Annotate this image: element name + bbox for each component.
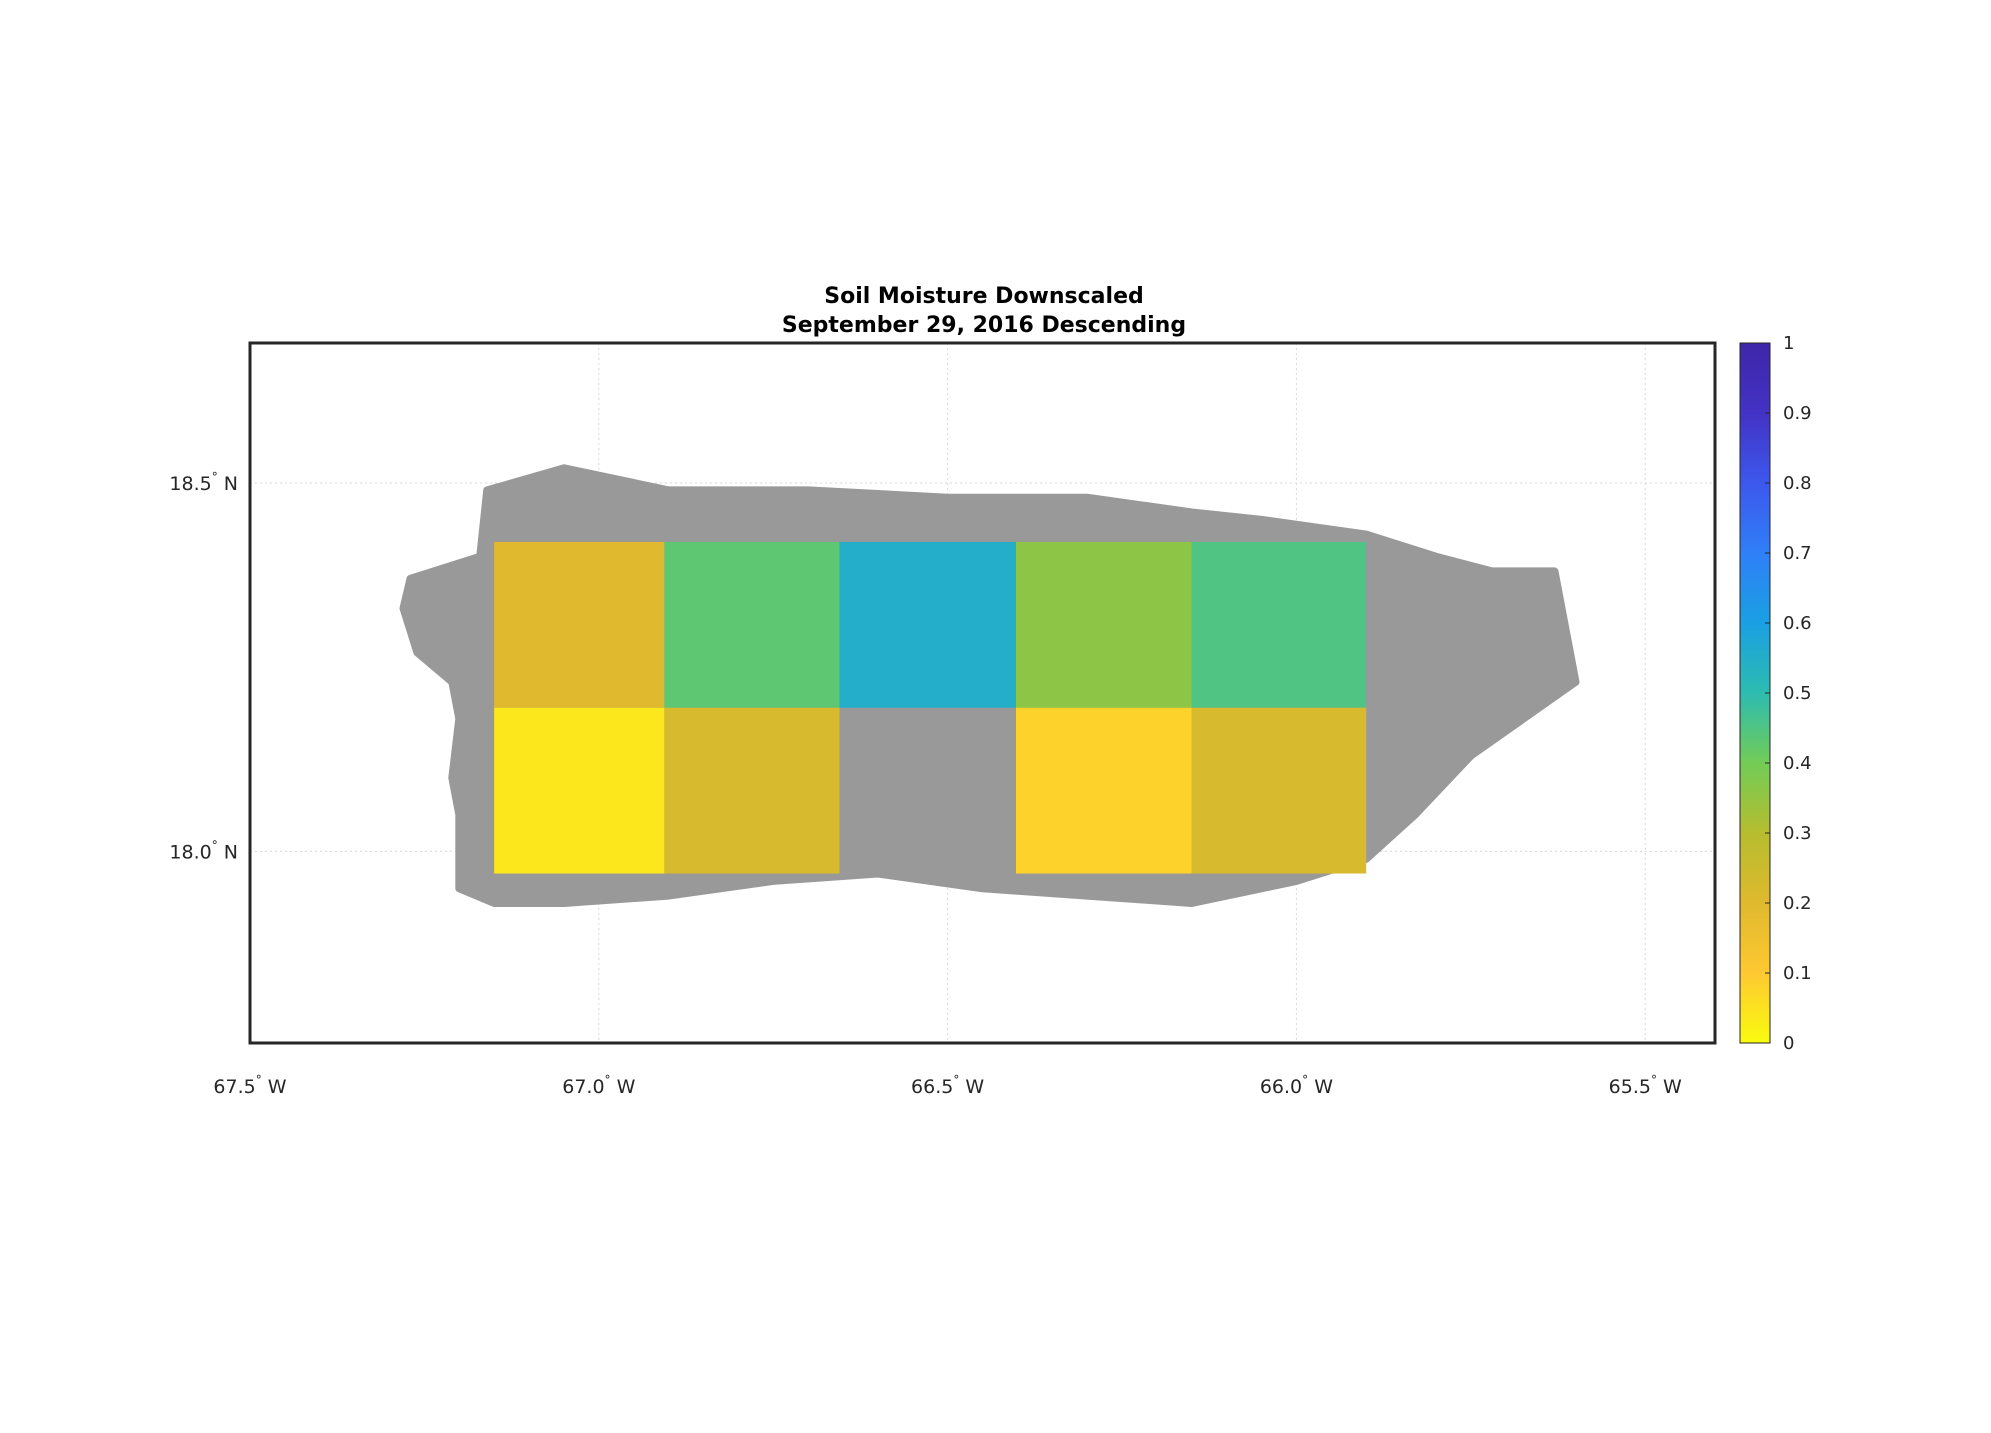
map-axes: 67.5° W 67.0° W 66.5° W 66.0° W 65.5° W 18.5…	[169, 341, 1717, 1098]
map-frame	[248, 341, 1717, 1045]
colorbar-tick-label: 0.4	[1783, 753, 1812, 774]
longitude-tick-label: 65.5° W	[1609, 1073, 1682, 1098]
soil-moisture-tile	[1015, 541, 1192, 708]
figure-title-line2: September 29, 2016 Descending	[782, 313, 1186, 338]
colorbar-tick-label: 0.6	[1783, 613, 1812, 634]
longitude-tick-label: 66.0° W	[1260, 1073, 1333, 1098]
longitude-tick-label: 66.5° W	[911, 1073, 984, 1098]
colorbar: 0 0.1 0.2 0.3 0.4 0.5 0.6 0.7 0.8 0.9 1	[1739, 333, 1812, 1054]
soil-moisture-tile	[1191, 707, 1367, 874]
colorbar-tick-label: 0.5	[1783, 683, 1812, 704]
colorbar-tick-label: 0.1	[1783, 963, 1812, 984]
latitude-tick-label: 18.0° N	[169, 838, 238, 863]
soil-moisture-tile	[664, 541, 840, 708]
longitude-tick-label: 67.0° W	[562, 1073, 635, 1098]
soil-moisture-tile	[1015, 707, 1192, 874]
colorbar-tick-label: 0	[1783, 1033, 1794, 1054]
colorbar-ticks: 0 0.1 0.2 0.3 0.4 0.5 0.6 0.7 0.8 0.9 1	[1765, 333, 1812, 1054]
soil-moisture-tiles	[494, 541, 1367, 874]
longitude-tick-labels: 67.5° W 67.0° W 66.5° W 66.0° W 65.5° W	[213, 1073, 1682, 1098]
latitude-tick-labels: 18.5° N 18.0° N	[169, 470, 238, 863]
soil-moisture-tile	[494, 541, 665, 708]
soil-moisture-tile	[494, 707, 665, 874]
soil-moisture-tile	[664, 707, 840, 874]
colorbar-tick-label: 0.2	[1783, 893, 1812, 914]
colorbar-tick-label: 0.9	[1783, 403, 1812, 424]
soil-moisture-tile	[1191, 541, 1367, 708]
colorbar-tick-label: 0.3	[1783, 823, 1812, 844]
soil-moisture-tile	[839, 541, 1016, 708]
longitude-tick-label: 67.5° W	[213, 1073, 286, 1098]
colorbar-tick-label: 0.7	[1783, 543, 1812, 564]
latitude-tick-label: 18.5° N	[169, 470, 238, 495]
colorbar-tick-label: 0.8	[1783, 473, 1812, 494]
figure-title-line1: Soil Moisture Downscaled	[824, 284, 1144, 309]
colorbar-tick-label: 1	[1783, 333, 1794, 354]
